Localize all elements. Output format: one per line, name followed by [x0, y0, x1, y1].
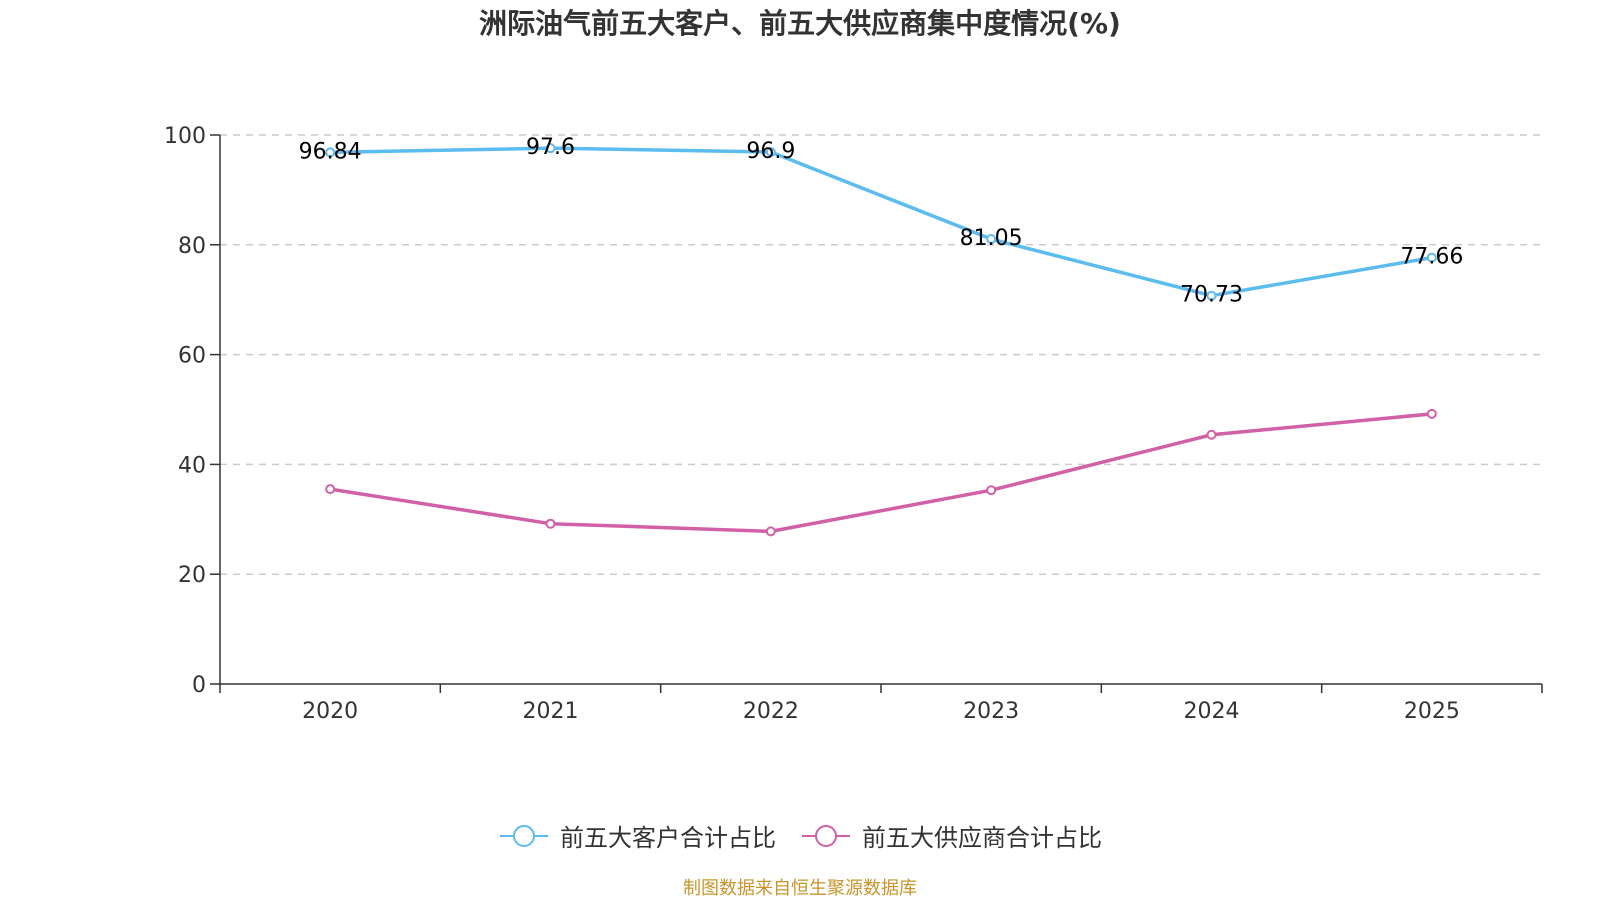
data-label-s0-2023: 81.05 — [960, 226, 1023, 251]
y-tick-label-0: 0 — [192, 673, 206, 698]
x-tick-label-2024: 2024 — [1184, 699, 1240, 724]
data-point-s0-2023 — [986, 234, 997, 245]
y-tick-label-60: 60 — [178, 344, 206, 369]
data-point-s1-2025 — [1426, 408, 1437, 419]
legend-item-suppliers[interactable]: 前五大供应商合计占比 — [800, 818, 1102, 853]
y-tick-label-100: 100 — [164, 124, 206, 149]
data-point-s1-2023 — [986, 485, 997, 496]
legend-label-suppliers: 前五大供应商合计占比 — [862, 824, 1102, 852]
y-tick-label-80: 80 — [178, 234, 206, 259]
data-label-s0-2024: 70.73 — [1180, 283, 1243, 308]
data-label-s0-2022: 96.9 — [746, 139, 795, 164]
grid-lines — [220, 134, 1542, 575]
data-point-s0-2022 — [765, 147, 776, 158]
data-label-s0-2020: 96.84 — [299, 139, 362, 164]
data-point-s0-2020 — [325, 147, 336, 158]
chart-title: 洲际油气前五大客户、前五大供应商集中度情况(%) — [479, 7, 1121, 40]
legend: 前五大客户合计占比 前五大供应商合计占比 — [0, 818, 1600, 853]
data-point-s1-2021 — [545, 518, 556, 529]
x-tick-label-2025: 2025 — [1404, 699, 1460, 724]
series-line-1 — [329, 412, 1432, 534]
source-note: 制图数据来自恒生聚源数据库 — [683, 878, 917, 899]
data-point-s0-2025 — [1426, 252, 1437, 263]
axes: 0 20 40 60 80 100 2020 2021 2022 2023 2024 2025 — [164, 124, 1543, 724]
legend-marker-customers — [500, 824, 548, 847]
x-tick-label-2023: 2023 — [963, 699, 1019, 724]
legend-label-customers: 前五大客户合计占比 — [560, 824, 776, 852]
y-tick-label-20: 20 — [178, 563, 206, 588]
x-tick-label-2022: 2022 — [743, 699, 799, 724]
y-tick-label-40: 40 — [178, 453, 206, 478]
data-labels: 96.84 97.6 96.9 81.05 70.73 77.66 — [299, 135, 1464, 308]
x-tick-label-2020: 2020 — [302, 699, 358, 724]
data-point-s1-2022 — [765, 526, 776, 537]
legend-item-customers[interactable]: 前五大客户合计占比 — [498, 818, 776, 853]
series — [325, 143, 1437, 537]
x-tick-label-2021: 2021 — [523, 699, 579, 724]
data-label-s0-2021: 97.6 — [526, 135, 575, 160]
data-point-s0-2024 — [1206, 290, 1217, 301]
data-point-s1-2024 — [1206, 429, 1217, 440]
data-label-s0-2025: 77.66 — [1400, 245, 1463, 270]
series-line-0 — [330, 146, 1433, 298]
legend-marker-suppliers — [802, 824, 850, 847]
data-point-s0-2021 — [545, 143, 556, 154]
data-point-s1-2020 — [325, 484, 336, 495]
